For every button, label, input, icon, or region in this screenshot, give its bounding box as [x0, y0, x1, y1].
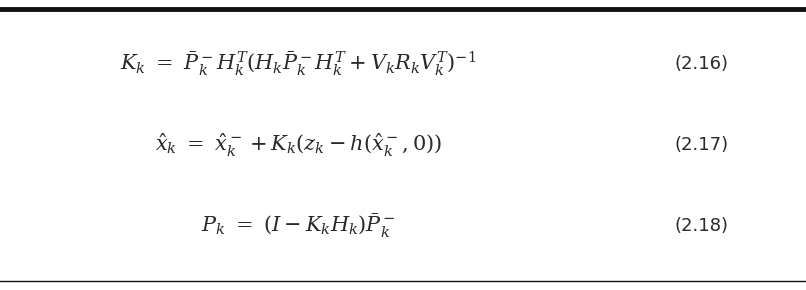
Text: (2.16): (2.16): [675, 55, 728, 73]
Text: $\hat{x}_k \ = \ \hat{x}_k^- + K_k(z_k - h(\hat{x}_k^-, 0))$: $\hat{x}_k \ = \ \hat{x}_k^- + K_k(z_k -…: [155, 131, 442, 159]
Text: (2.18): (2.18): [675, 217, 728, 235]
Text: $K_k \ = \ \bar{P}_k^- H_k^T (H_k \bar{P}_k^- H_k^T + V_k R_k V_k^T)^{-1}$: $K_k \ = \ \bar{P}_k^- H_k^T (H_k \bar{P…: [120, 50, 476, 78]
Text: $P_k \ = \ (I - K_k H_k)\bar{P}_k^-$: $P_k \ = \ (I - K_k H_k)\bar{P}_k^-$: [201, 212, 396, 240]
Text: (2.17): (2.17): [674, 136, 729, 154]
